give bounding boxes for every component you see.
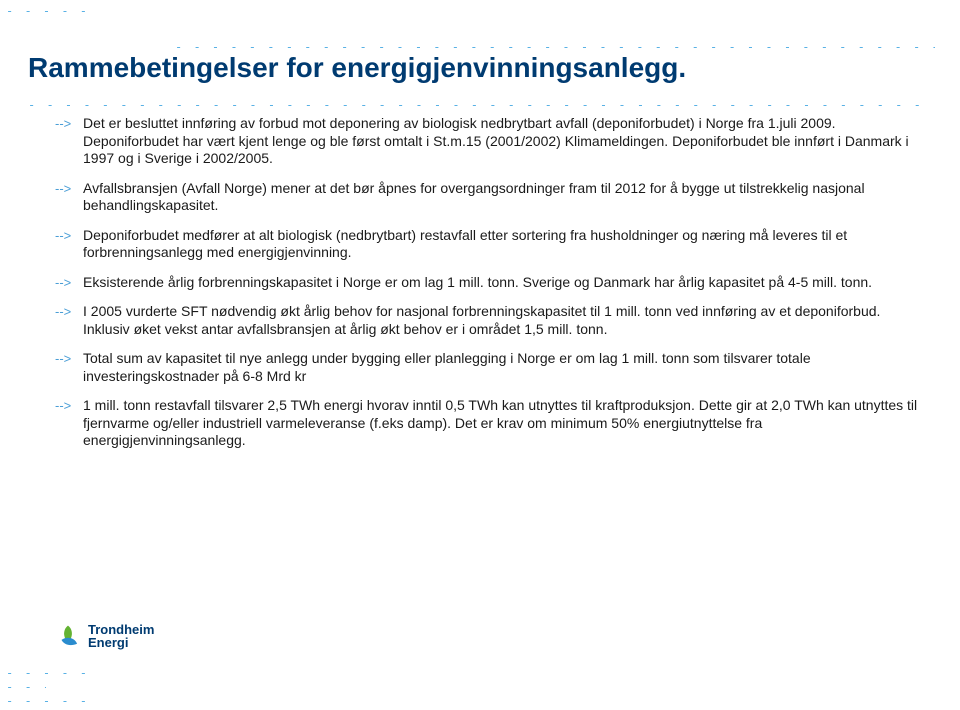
bullet-arrow-icon: --> (55, 115, 83, 132)
logo-line-2: Energi (88, 636, 154, 650)
bullet-text: 1 mill. tonn restavfall tilsvarer 2,5 TW… (83, 397, 925, 450)
bullet-text: Det er besluttet innføring av forbud mot… (83, 115, 925, 168)
brand-logo: Trondheim Energi (55, 623, 154, 650)
decor-dashes-under-title: - - - - - - - - - - - - - - - - - - - - … (28, 98, 933, 112)
bullet-text: I 2005 vurderte SFT nødvendig økt årlig … (83, 303, 925, 338)
decor-dashes-bottom-3: - - - - - - - - - (6, 694, 96, 708)
bullet-item: --> 1 mill. tonn restavfall tilsvarer 2,… (55, 397, 925, 450)
bullet-arrow-icon: --> (55, 180, 83, 197)
bullet-item: --> Deponiforbudet medfører at alt biolo… (55, 227, 925, 262)
bullet-text: Total sum av kapasitet til nye anlegg un… (83, 350, 925, 385)
bullet-text: Deponiforbudet medfører at alt biologisk… (83, 227, 925, 262)
logo-mark-icon (55, 623, 81, 649)
bullet-arrow-icon: --> (55, 274, 83, 291)
logo-text: Trondheim Energi (88, 623, 154, 650)
bullet-text: Eksisterende årlig forbrenningskapasitet… (83, 274, 925, 292)
bullet-item: --> I 2005 vurderte SFT nødvendig økt år… (55, 303, 925, 338)
bullet-item: --> Avfallsbransjen (Avfall Norge) mener… (55, 180, 925, 215)
bullet-item: --> Eksisterende årlig forbrenningskapas… (55, 274, 925, 292)
decor-dashes-bottom-2: - - - - (6, 680, 46, 694)
bullet-arrow-icon: --> (55, 350, 83, 367)
logo-line-1: Trondheim (88, 623, 154, 637)
bullet-item: --> Total sum av kapasitet til nye anleg… (55, 350, 925, 385)
bullet-arrow-icon: --> (55, 227, 83, 244)
slide: - - - - - - - - - - - - - - - - - - - - … (0, 0, 960, 710)
bullet-text: Avfallsbransjen (Avfall Norge) mener at … (83, 180, 925, 215)
bullet-arrow-icon: --> (55, 303, 83, 320)
bullet-list: --> Det er besluttet innføring av forbud… (55, 115, 925, 462)
decor-dashes-bottom-1: - - - - - - - - - (6, 666, 96, 680)
bullet-item: --> Det er besluttet innføring av forbud… (55, 115, 925, 168)
slide-title: Rammebetingelser for energigjenvinningsa… (28, 52, 686, 84)
bullet-arrow-icon: --> (55, 397, 83, 414)
decor-dashes-top-short: - - - - - - - - - (6, 4, 96, 18)
